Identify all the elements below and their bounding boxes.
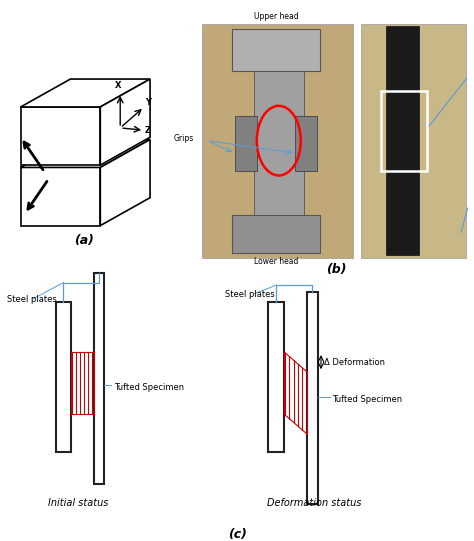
Text: Tufted Specimen: Tufted Specimen [114, 382, 184, 392]
Bar [202, 24, 353, 258]
Text: (a): (a) [74, 234, 94, 247]
Bar [295, 116, 317, 170]
Text: Lower head: Lower head [254, 257, 298, 266]
Bar [71, 352, 93, 414]
Text: X: X [115, 81, 121, 90]
Polygon shape [100, 140, 150, 226]
Text: (c): (c) [228, 529, 246, 541]
Text: Y: Y [145, 97, 151, 107]
Bar [56, 302, 71, 452]
Polygon shape [21, 79, 150, 107]
Text: Steel plates: Steel plates [225, 291, 275, 299]
Bar [254, 71, 303, 215]
Bar [386, 26, 419, 255]
Bar [361, 24, 466, 258]
Bar [268, 302, 284, 452]
Polygon shape [21, 107, 100, 165]
Text: Z: Z [145, 126, 151, 135]
Polygon shape [21, 140, 150, 167]
Bar [307, 293, 318, 504]
Text: (b): (b) [326, 262, 347, 275]
Polygon shape [100, 79, 150, 165]
Text: Grips: Grips [173, 134, 193, 143]
Bar [232, 215, 320, 253]
Text: Δ Deformation: Δ Deformation [324, 358, 385, 367]
Bar [381, 91, 427, 170]
Text: Deformation status: Deformation status [267, 498, 361, 509]
Text: Initial status: Initial status [48, 498, 108, 509]
Bar [93, 273, 104, 484]
Text: Upper head: Upper head [254, 12, 298, 21]
Bar [232, 29, 320, 71]
Text: Steel plates: Steel plates [7, 295, 56, 305]
Text: Tufted Specimen: Tufted Specimen [332, 395, 402, 404]
Polygon shape [21, 167, 100, 226]
Bar [235, 116, 257, 170]
